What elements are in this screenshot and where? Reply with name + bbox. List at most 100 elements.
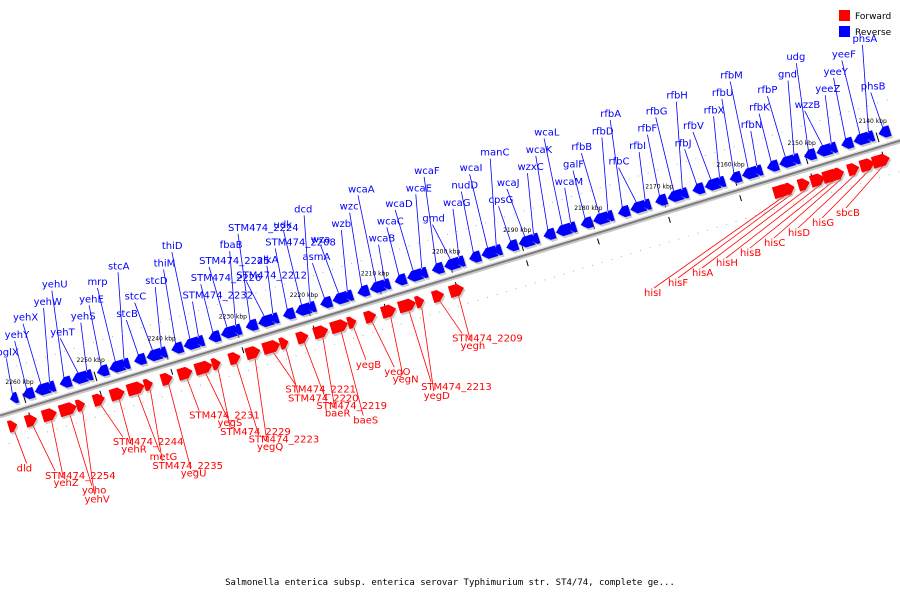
gene-label-rfbD[interactable]: rfbD bbox=[592, 126, 614, 137]
gene-label-cpsG[interactable]: cpsG bbox=[489, 195, 514, 206]
gene-arrow-yehR[interactable] bbox=[108, 387, 125, 402]
gene-arrow-yegQ[interactable] bbox=[244, 346, 261, 361]
gene-arrow-thiM[interactable] bbox=[171, 341, 185, 354]
gene-label-STM474_2226[interactable]: STM474_2226 bbox=[191, 273, 262, 284]
gene-label-yegh[interactable]: yegh bbox=[461, 341, 486, 352]
gene-arrow-hisC[interactable] bbox=[833, 167, 845, 181]
gene-label-udg[interactable]: udg bbox=[786, 52, 805, 63]
gene-arrow-rfbG[interactable] bbox=[667, 188, 685, 202]
gene-arrow-STM474_2229[interactable] bbox=[210, 358, 221, 371]
gene-label-nudD[interactable]: nudD bbox=[451, 181, 478, 192]
gene-arrow-yeeF[interactable] bbox=[853, 131, 871, 146]
gene-arrow-dcd[interactable] bbox=[307, 300, 318, 313]
gene-label-stcD[interactable]: stcD bbox=[145, 276, 168, 287]
gene-arrow-yoho[interactable] bbox=[57, 402, 77, 418]
gene-label-wcaG[interactable]: wcaG bbox=[443, 198, 471, 209]
gene-arrow-wcaJ[interactable] bbox=[518, 234, 536, 248]
gene-arrow-rfbI[interactable] bbox=[642, 198, 653, 210]
gene-label-wcaC[interactable]: wcaC bbox=[377, 216, 404, 227]
gene-arrow-wzxC[interactable] bbox=[531, 232, 541, 245]
gene-label-yehE[interactable]: yehE bbox=[79, 294, 104, 305]
gene-label-baeS[interactable]: baeS bbox=[353, 416, 378, 427]
gene-arrow-STM474_2231[interactable] bbox=[176, 366, 193, 381]
gene-label-rfbI[interactable]: rfbI bbox=[629, 141, 646, 152]
gene-arrow-rfbA[interactable] bbox=[617, 204, 632, 218]
gene-label-wzzB[interactable]: wzzB bbox=[795, 100, 821, 111]
gene-arrow-rfbJ[interactable] bbox=[692, 182, 706, 195]
gene-arrow-hisD[interactable] bbox=[846, 163, 860, 177]
gene-arrow-wcaD[interactable] bbox=[407, 268, 424, 282]
gene-arrow-baeS[interactable] bbox=[329, 319, 349, 335]
gene-label-yeeF[interactable]: yeeF bbox=[832, 49, 856, 60]
gene-arrow-STM474_2223[interactable] bbox=[227, 352, 241, 366]
gene-arrow-wzzB[interactable] bbox=[816, 143, 834, 157]
gene-arrow-fbaB[interactable] bbox=[233, 323, 243, 336]
gene-arrow-yehU[interactable] bbox=[59, 375, 73, 388]
gene-label-bglX[interactable]: bglX bbox=[0, 347, 19, 358]
gene-label-STM474_2244[interactable]: STM474_2244 bbox=[113, 437, 184, 448]
gene-arrow-sbcB[interactable] bbox=[870, 153, 890, 169]
gene-arrow-rfbD[interactable] bbox=[605, 209, 615, 222]
gene-label-yeeY[interactable]: yeeY bbox=[824, 67, 849, 78]
gene-arrow-dld[interactable] bbox=[6, 420, 18, 433]
gene-label-wzxC[interactable]: wzxC bbox=[517, 162, 543, 173]
gene-arrow-udg[interactable] bbox=[804, 148, 818, 161]
gene-label-yehT[interactable]: yehT bbox=[50, 327, 75, 338]
gene-label-STM474_2224[interactable]: STM474_2224 bbox=[228, 223, 299, 234]
gene-arrow-wcaF[interactable] bbox=[431, 261, 445, 275]
gene-label-hisI[interactable]: hisI bbox=[644, 288, 661, 299]
gene-label-yehY[interactable]: yehY bbox=[5, 330, 30, 341]
gene-label-wcaL[interactable]: wcaL bbox=[534, 127, 560, 138]
gene-label-rfbU[interactable]: rfbU bbox=[712, 88, 733, 99]
gene-arrow-yehE[interactable] bbox=[96, 364, 110, 377]
gene-label-stcB[interactable]: stcB bbox=[116, 309, 138, 320]
gene-arrow-wcaG[interactable] bbox=[456, 255, 466, 267]
gene-label-galF[interactable]: galF bbox=[563, 159, 584, 170]
gene-arrow-yegU[interactable] bbox=[159, 372, 173, 387]
gene-label-rfbH[interactable]: rfbH bbox=[666, 91, 688, 102]
gene-label-rfbV[interactable]: rfbV bbox=[683, 121, 704, 132]
gene-arrow-nudD[interactable] bbox=[469, 250, 483, 263]
gene-label-hisF[interactable]: hisF bbox=[668, 278, 688, 289]
gene-arrow-STM474_2244[interactable] bbox=[91, 393, 105, 407]
gene-label-rfbF[interactable]: rfbF bbox=[637, 124, 657, 135]
gene-label-rfbG[interactable]: rfbG bbox=[646, 106, 668, 117]
gene-arrow-rfbB[interactable] bbox=[593, 211, 611, 225]
gene-label-STM474_2235[interactable]: STM474_2235 bbox=[152, 461, 223, 472]
gene-label-STM474_2213[interactable]: STM474_2213 bbox=[421, 382, 492, 393]
gene-label-thiM[interactable]: thiM bbox=[154, 259, 176, 270]
gene-arrow-wza[interactable] bbox=[332, 290, 350, 305]
gene-arrow-wcaC[interactable] bbox=[394, 273, 408, 286]
gene-label-STM474_2208[interactable]: STM474_2208 bbox=[265, 237, 336, 248]
gene-arrow-rfbN[interactable] bbox=[754, 164, 764, 176]
gene-label-rfbA[interactable]: rfbA bbox=[600, 109, 621, 120]
gene-arrow-bglX[interactable] bbox=[9, 391, 20, 404]
gene-arrow-rfbV[interactable] bbox=[704, 177, 722, 191]
gene-arrow-wcaM[interactable] bbox=[568, 221, 578, 233]
gene-label-wza[interactable]: wza bbox=[311, 235, 331, 246]
gene-label-STM474_2231[interactable]: STM474_2231 bbox=[189, 411, 260, 422]
gene-label-rfbJ[interactable]: rfbJ bbox=[675, 138, 692, 149]
gene-arrow-yegB[interactable] bbox=[346, 316, 357, 330]
gene-label-STM474_2212[interactable]: STM474_2212 bbox=[236, 270, 307, 281]
gene-label-udk[interactable]: udk bbox=[274, 220, 293, 231]
gene-label-wcaE[interactable]: wcaE bbox=[406, 183, 432, 194]
gene-label-yehZ[interactable]: yehZ bbox=[53, 478, 78, 489]
gene-arrow-hisG[interactable] bbox=[858, 158, 875, 173]
gene-label-mrp[interactable]: mrp bbox=[87, 277, 107, 288]
gene-label-yehR[interactable]: yehR bbox=[121, 444, 146, 455]
gene-arrow-rfbH[interactable] bbox=[679, 187, 690, 199]
gene-arrow-STM474_2213[interactable] bbox=[396, 298, 416, 314]
gene-label-yeeZ[interactable]: yeeZ bbox=[815, 84, 840, 95]
gene-label-STM474_2219[interactable]: STM474_2219 bbox=[316, 401, 387, 412]
gene-label-STM474_2232[interactable]: STM474_2232 bbox=[182, 291, 253, 302]
gene-label-yehX[interactable]: yehX bbox=[13, 313, 38, 324]
gene-arrow-cpsG[interactable] bbox=[506, 238, 520, 252]
gene-arrow-gmd[interactable] bbox=[444, 256, 462, 271]
gene-label-yegS[interactable]: yegS bbox=[218, 418, 243, 429]
gene-arrow-wcaE[interactable] bbox=[419, 266, 429, 279]
gene-arrow-STM474_2209[interactable] bbox=[430, 289, 445, 304]
gene-arrow-galF[interactable] bbox=[580, 216, 594, 229]
gene-arrow-manC[interactable] bbox=[493, 243, 504, 256]
gene-arrow-wzc[interactable] bbox=[357, 284, 371, 297]
